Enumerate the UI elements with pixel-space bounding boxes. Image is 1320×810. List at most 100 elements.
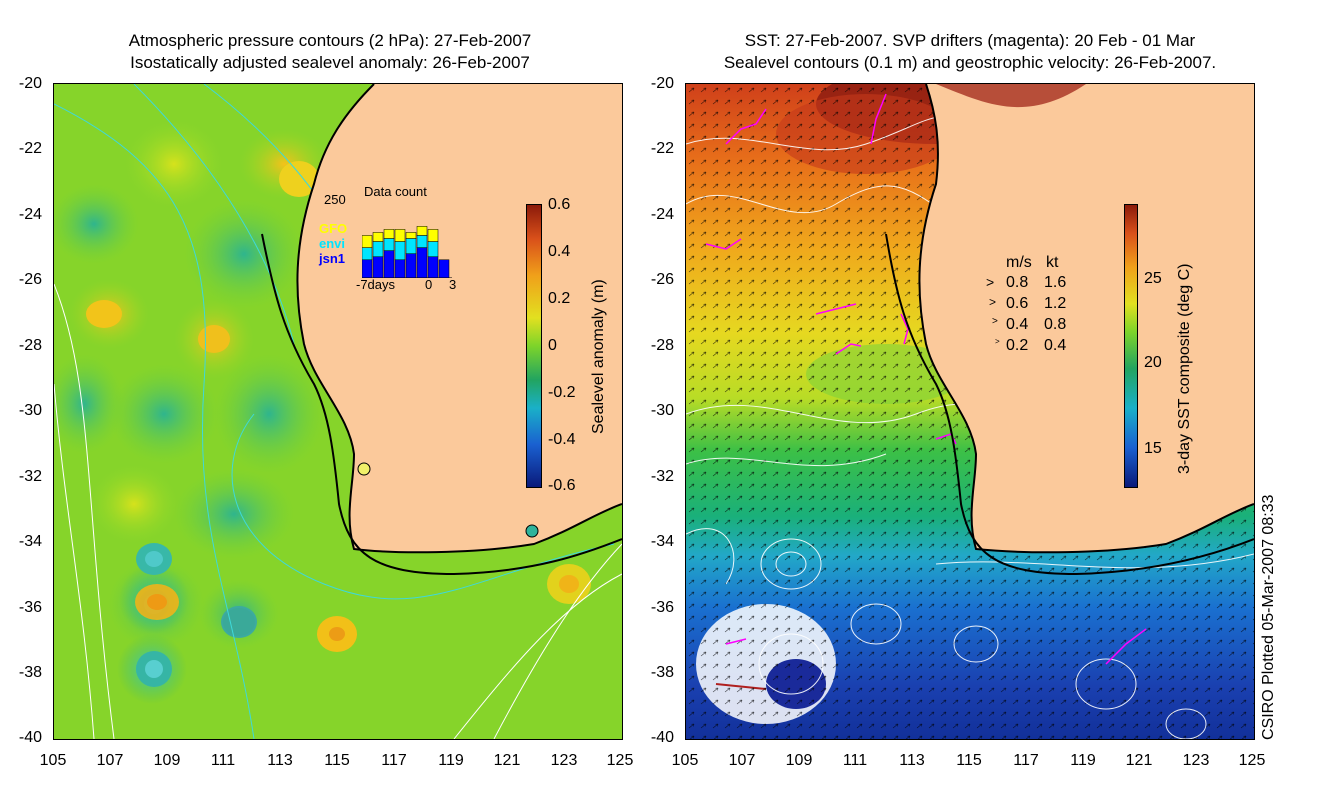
data-count-xleft: -7days bbox=[356, 277, 396, 292]
sst-colorbar bbox=[1124, 204, 1138, 488]
data-count-xzero: 0 bbox=[425, 277, 433, 292]
left-ytick: -34 bbox=[18, 533, 42, 550]
vel-row-ms: 0.6 bbox=[1006, 295, 1029, 312]
vel-row-ms: 0.4 bbox=[1006, 316, 1029, 333]
left-ytick: -40 bbox=[18, 729, 42, 746]
data-count-bar-jsn1 bbox=[416, 247, 428, 278]
legend-gfo: GFO bbox=[319, 221, 348, 236]
cbar-l-label: Sealevel anomaly (m) bbox=[590, 279, 607, 434]
data-count-title: Data count bbox=[364, 184, 427, 199]
legend-envi: envi bbox=[319, 236, 346, 251]
right-ytick: -40 bbox=[650, 729, 674, 746]
right-ytick: -22 bbox=[650, 140, 674, 157]
data-count-bar-jsn1 bbox=[438, 259, 450, 278]
plot-credit: CSIRO Plotted 05-Mar-2007 08:33 bbox=[1260, 494, 1277, 740]
right-ytick: -30 bbox=[650, 402, 674, 419]
vel-header-kt: kt bbox=[1046, 254, 1059, 271]
cbar-r-label: 3-day SST composite (deg C) bbox=[1176, 263, 1193, 474]
right-title-line1: SST: 27-Feb-2007. SVP drifters (magenta)… bbox=[744, 31, 1196, 50]
data-count-bar-jsn1 bbox=[405, 253, 417, 278]
data-count-bar-envi bbox=[372, 241, 384, 257]
left-ytick: -30 bbox=[18, 402, 42, 419]
data-count-bar-envi bbox=[405, 238, 417, 254]
left-xtick: 125 bbox=[606, 752, 634, 769]
right-ytick: -24 bbox=[650, 206, 674, 223]
right-xtick: 107 bbox=[728, 752, 756, 769]
legend-jsn1: jsn1 bbox=[319, 251, 346, 266]
left-ytick: -20 bbox=[18, 75, 42, 92]
vel-header-ms: m/s bbox=[1006, 254, 1032, 271]
right-xtick: 121 bbox=[1125, 752, 1153, 769]
data-count-ymax: 250 bbox=[324, 192, 346, 207]
left-ytick: -38 bbox=[18, 664, 42, 681]
left-sealevel-map: Data count 250 GFO envi jsn1 -7days 0 3 … bbox=[53, 83, 623, 740]
data-count-bar-jsn1 bbox=[383, 250, 395, 278]
data-count-bar-gfo bbox=[416, 226, 428, 236]
velocity-legend: m/s kt > 0.8 1.6 > 0.6 1.2 > 0.4 0.8 > 0… bbox=[986, 244, 1106, 354]
cbar-r-tick-0: 25 bbox=[1144, 270, 1162, 287]
cbar-l-tick-4: -0.2 bbox=[548, 384, 576, 401]
vel-row-kt: 1.6 bbox=[1044, 274, 1067, 291]
cbar-r-tick-1: 20 bbox=[1144, 354, 1162, 371]
right-xtick: 113 bbox=[899, 752, 925, 769]
data-count-bar-gfo bbox=[405, 232, 417, 239]
left-ytick: -22 bbox=[18, 140, 42, 157]
data-count-bar-gfo bbox=[394, 229, 406, 242]
left-ytick: -24 bbox=[18, 206, 42, 223]
left-xtick: 107 bbox=[96, 752, 124, 769]
cbar-l-tick-3: 0 bbox=[548, 337, 557, 354]
sealevel-colorbar bbox=[526, 204, 542, 488]
data-count-bar-envi bbox=[427, 241, 439, 257]
right-xtick: 111 bbox=[842, 752, 868, 769]
right-ytick: -38 bbox=[650, 664, 674, 681]
vel-row-kt: 0.8 bbox=[1044, 316, 1067, 333]
data-count-bar-gfo bbox=[383, 229, 395, 239]
vel-row-kt: 1.2 bbox=[1044, 295, 1067, 312]
right-ytick: -34 bbox=[650, 533, 674, 550]
left-xtick: 109 bbox=[153, 752, 181, 769]
left-ytick: -26 bbox=[18, 271, 42, 288]
data-count-bar-gfo bbox=[362, 235, 373, 248]
left-xtick: 105 bbox=[39, 752, 67, 769]
cbar-l-tick-6: -0.6 bbox=[548, 477, 576, 494]
left-xtick: 111 bbox=[210, 752, 236, 769]
data-count-bar-envi bbox=[362, 247, 373, 261]
data-count-bar-envi bbox=[416, 235, 428, 248]
data-count-bar-jsn1 bbox=[427, 256, 439, 278]
right-xtick: 123 bbox=[1182, 752, 1210, 769]
vel-row-kt: 0.4 bbox=[1044, 337, 1067, 354]
data-count-inset: Data count 250 GFO envi jsn1 -7days 0 3 bbox=[314, 184, 464, 294]
right-ytick: -36 bbox=[650, 599, 674, 616]
data-count-bar-gfo bbox=[372, 232, 384, 242]
left-xtick: 121 bbox=[493, 752, 521, 769]
cbar-l-tick-5: -0.4 bbox=[548, 431, 576, 448]
right-xtick: 125 bbox=[1238, 752, 1266, 769]
data-count-xright: 3 bbox=[449, 277, 457, 292]
data-count-bar-jsn1 bbox=[372, 256, 384, 278]
vel-row-ms: 0.8 bbox=[1006, 274, 1029, 291]
right-xtick: 105 bbox=[671, 752, 699, 769]
left-xtick: 123 bbox=[550, 752, 578, 769]
vel-row-ms: 0.2 bbox=[1006, 337, 1029, 354]
data-count-bars bbox=[362, 226, 452, 278]
right-xtick: 109 bbox=[785, 752, 813, 769]
cbar-r-tick-2: 15 bbox=[1144, 440, 1162, 457]
cbar-l-tick-0: 0.6 bbox=[548, 196, 571, 213]
left-ytick: -32 bbox=[18, 468, 42, 485]
right-ytick: -32 bbox=[650, 468, 674, 485]
vel-arrow-icon: > bbox=[992, 316, 998, 327]
vel-arrow-icon: > bbox=[995, 337, 1000, 346]
right-ytick: -20 bbox=[650, 75, 674, 92]
left-xtick: 113 bbox=[267, 752, 293, 769]
right-xtick: 115 bbox=[956, 752, 982, 769]
data-count-bar-envi bbox=[394, 241, 406, 261]
left-ytick: -36 bbox=[18, 599, 42, 616]
right-ytick: -28 bbox=[650, 337, 674, 354]
data-count-bar-gfo bbox=[427, 229, 439, 242]
cbar-l-tick-2: 0.2 bbox=[548, 290, 571, 307]
left-xtick: 117 bbox=[381, 752, 407, 769]
left-xtick: 119 bbox=[438, 752, 464, 769]
right-sst-map: m/s kt > 0.8 1.6 > 0.6 1.2 > 0.4 0.8 > 0… bbox=[685, 83, 1255, 740]
left-ytick: -28 bbox=[18, 337, 42, 354]
left-xtick: 115 bbox=[324, 752, 350, 769]
